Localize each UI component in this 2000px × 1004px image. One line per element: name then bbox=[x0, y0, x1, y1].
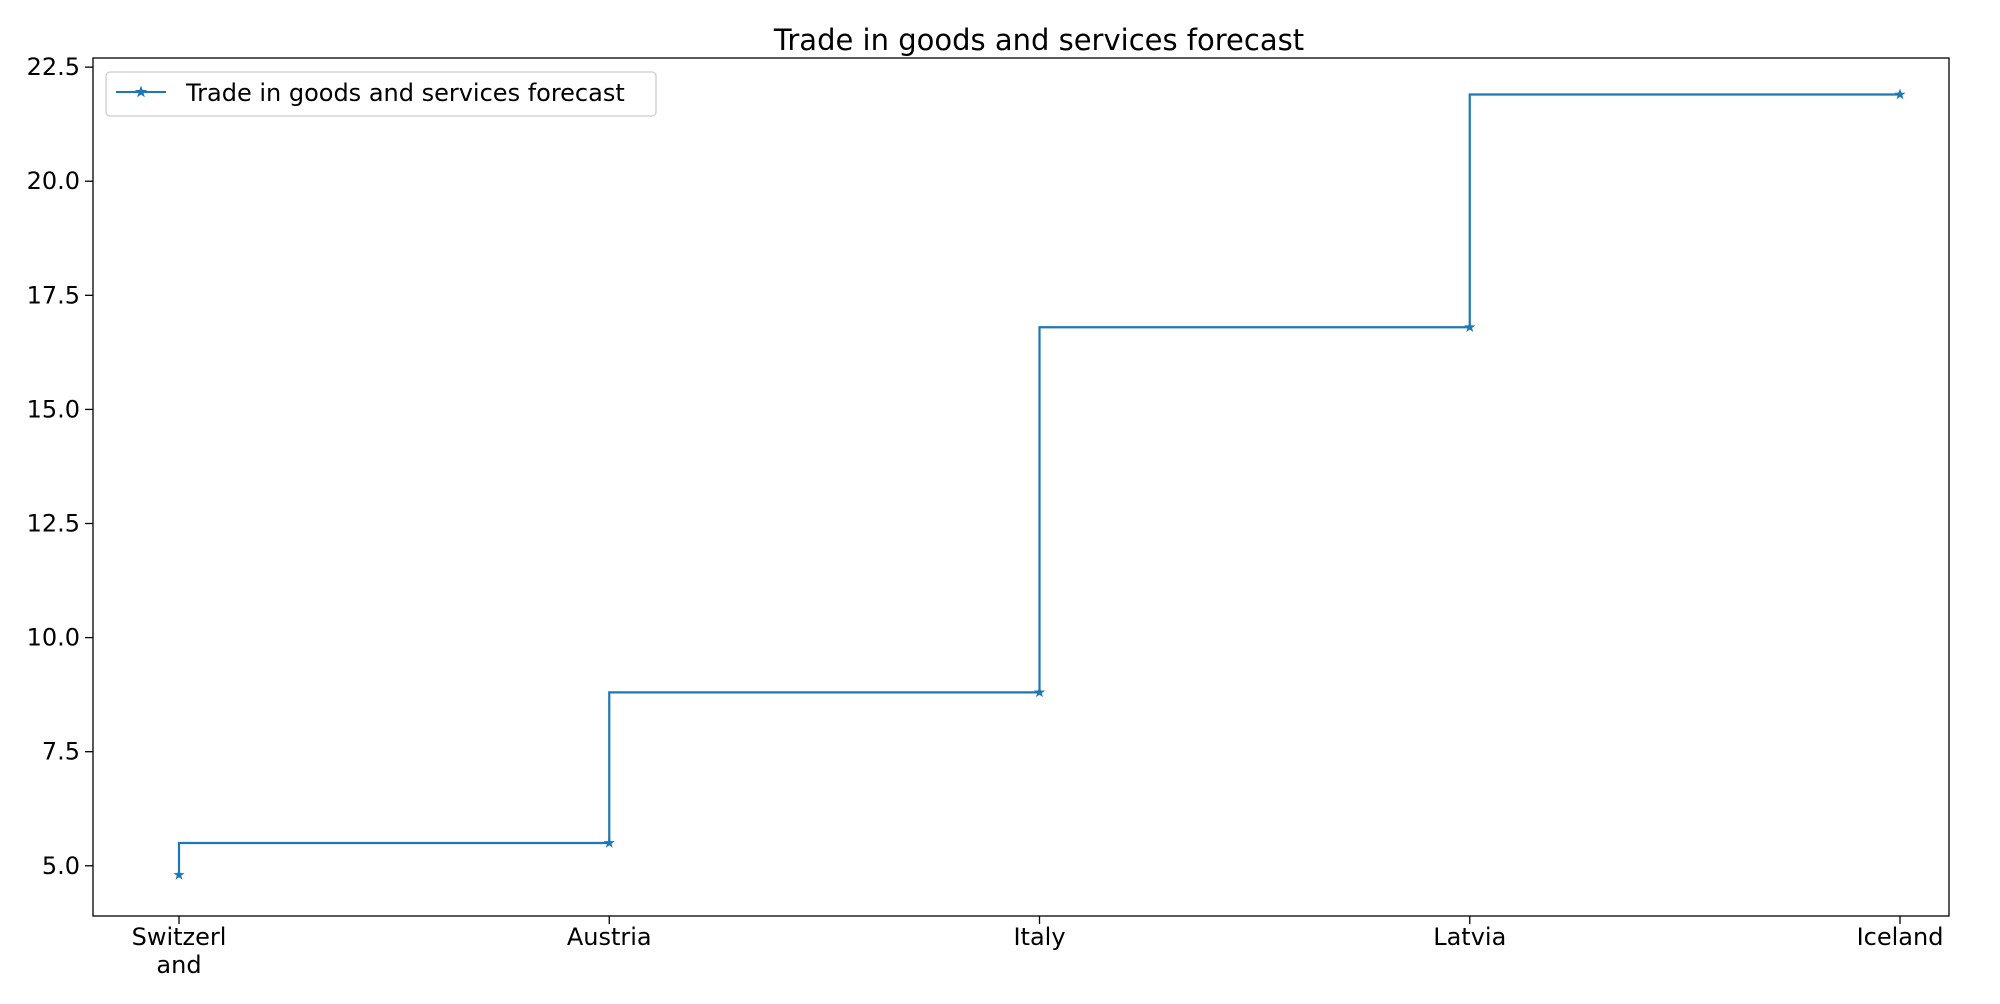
series-layer bbox=[173, 88, 1906, 880]
legend-label: Trade in goods and services forecast bbox=[185, 79, 625, 107]
y-tick-label: 20.0 bbox=[27, 167, 80, 195]
x-tick-label: Switzerl and bbox=[132, 923, 227, 979]
x-tick-label: Italy bbox=[1013, 923, 1065, 951]
data-point-star bbox=[603, 837, 615, 848]
data-point-star bbox=[1894, 88, 1906, 100]
x-axis: Switzerl and Austria Italy Latvia Iceland bbox=[132, 916, 1944, 979]
y-tick-label: 5.0 bbox=[42, 852, 80, 880]
y-tick-label: 10.0 bbox=[27, 624, 80, 652]
chart-title: Trade in goods and services forecast bbox=[773, 23, 1304, 57]
x-tick-label: Latvia bbox=[1433, 923, 1506, 951]
data-point-star bbox=[1464, 321, 1476, 333]
legend: Trade in goods and services forecast bbox=[105, 71, 657, 117]
x-tick-label: Iceland bbox=[1857, 923, 1944, 951]
legend-star-marker bbox=[134, 85, 148, 98]
y-tick-label: 22.5 bbox=[27, 53, 80, 81]
y-axis: 5.0 7.5 10.0 12.5 15.0 17.5 20.0 22.5 bbox=[27, 53, 93, 880]
y-tick-label: 12.5 bbox=[27, 510, 80, 538]
x-tick-label: Austria bbox=[567, 923, 652, 951]
y-tick-label: 17.5 bbox=[27, 281, 80, 309]
y-tick-label: 15.0 bbox=[27, 395, 80, 423]
plot-frame bbox=[92, 57, 1950, 917]
series-step-line bbox=[177, 93, 1900, 875]
data-point-star bbox=[1033, 686, 1046, 698]
data-point-star bbox=[173, 869, 185, 880]
y-tick-label: 7.5 bbox=[42, 738, 80, 766]
legend-box bbox=[105, 71, 657, 117]
